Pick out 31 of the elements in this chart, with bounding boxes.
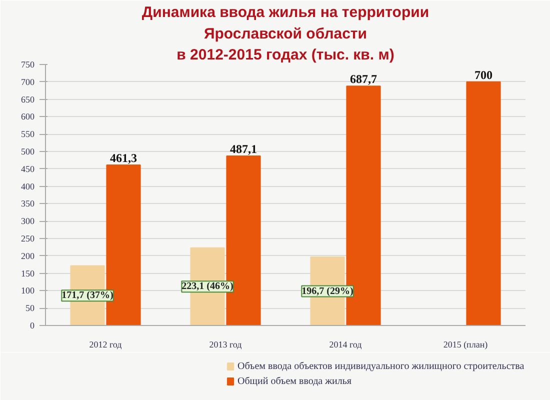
legend-label: Объем ввода объектов индивидуального жилищного строительства bbox=[238, 361, 525, 372]
data-label: 487,1 bbox=[230, 142, 257, 156]
data-label: 461,3 bbox=[110, 150, 137, 165]
y-tick-label: 250 bbox=[21, 234, 35, 244]
x-tick-label: 2015 (план) bbox=[443, 340, 488, 350]
y-tick-label: 300 bbox=[21, 216, 35, 226]
data-label: 700 bbox=[474, 68, 492, 82]
y-tick-label: 700 bbox=[21, 76, 35, 87]
y-tick-label: 450 bbox=[21, 164, 35, 174]
y-tick-label: 100 bbox=[21, 286, 35, 296]
y-tick-label: 50 bbox=[26, 303, 35, 314]
data-label: 687,7 bbox=[350, 72, 377, 86]
data-label: 171,7 (37%) bbox=[62, 290, 114, 302]
y-tick-label: 400 bbox=[21, 181, 35, 192]
y-tick-label: 200 bbox=[21, 250, 35, 261]
y-tick-label: 350 bbox=[21, 198, 35, 209]
legend-label: Общий объем ввода жилья bbox=[238, 376, 352, 387]
x-tick-label: 2013 год bbox=[209, 340, 242, 350]
bar bbox=[466, 81, 501, 326]
data-label: 223,1 (46%) bbox=[182, 281, 234, 292]
y-tick-label: 650 bbox=[21, 94, 35, 104]
y-tick-label: 0 bbox=[30, 320, 35, 330]
y-tick-label: 600 bbox=[21, 112, 35, 122]
y-tick-label: 750 bbox=[21, 60, 35, 70]
y-tick-label: 550 bbox=[21, 129, 35, 140]
y-tick-label: 500 bbox=[21, 146, 35, 156]
x-tick-label: 2014 год bbox=[329, 340, 362, 350]
y-tick-label: 150 bbox=[21, 268, 35, 278]
data-label: 196,7 (29%) bbox=[302, 286, 354, 297]
x-tick-label: 2012 год bbox=[89, 340, 122, 350]
chart-title: Динамика ввода жилья на территории Ярославской области в 2012-2015 годах (тыс. кв. м) bbox=[142, 4, 430, 64]
